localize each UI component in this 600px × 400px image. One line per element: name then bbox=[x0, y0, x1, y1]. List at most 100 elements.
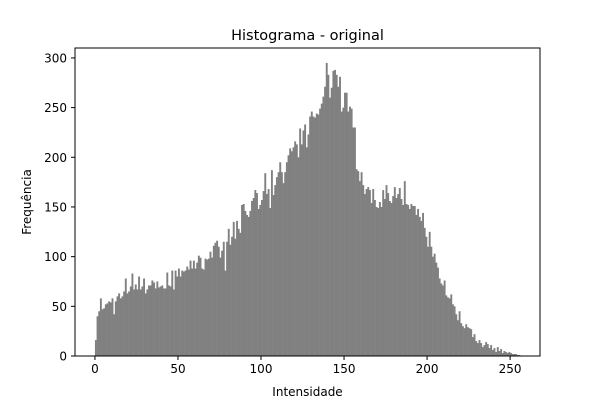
histogram-bar bbox=[118, 293, 121, 356]
histogram-bar bbox=[299, 128, 302, 356]
histogram-bar bbox=[488, 348, 491, 356]
histogram-bar bbox=[478, 340, 481, 356]
x-tick-label: 200 bbox=[416, 362, 439, 376]
histogram-bar bbox=[383, 199, 386, 356]
histogram-bar bbox=[151, 280, 154, 356]
histogram-bar bbox=[269, 207, 272, 356]
histogram-bar bbox=[174, 270, 177, 356]
histogram-bar bbox=[410, 203, 413, 356]
histogram-bar bbox=[508, 352, 511, 356]
histogram-bar bbox=[510, 353, 513, 356]
histogram-bar bbox=[335, 74, 338, 356]
histogram-bar bbox=[470, 329, 473, 356]
histogram-bar bbox=[315, 113, 318, 356]
histogram-bar bbox=[490, 345, 493, 356]
histogram-bar bbox=[221, 250, 224, 356]
histogram-bar bbox=[435, 262, 438, 356]
histogram-bar bbox=[257, 208, 260, 356]
histogram-bar bbox=[108, 301, 111, 356]
histogram-bar bbox=[430, 246, 433, 356]
histogram-bar bbox=[252, 198, 255, 356]
histogram-bar bbox=[347, 111, 350, 356]
histogram-bar bbox=[164, 288, 167, 356]
histogram-bar bbox=[262, 191, 265, 356]
histogram-bar bbox=[400, 199, 403, 356]
histogram-bar bbox=[294, 141, 297, 356]
histogram-bar bbox=[290, 151, 293, 356]
y-tick-label: 0 bbox=[59, 350, 67, 364]
histogram-bar bbox=[154, 288, 157, 356]
histogram-bar bbox=[239, 232, 242, 356]
histogram-bar bbox=[365, 189, 368, 356]
histogram-bar bbox=[325, 62, 328, 357]
histogram-bar bbox=[295, 144, 298, 356]
histogram-bar bbox=[229, 244, 232, 356]
y-tick-label: 200 bbox=[44, 151, 67, 165]
histogram-bar bbox=[495, 352, 498, 356]
histogram-bar bbox=[447, 297, 449, 356]
histogram-bar bbox=[329, 97, 331, 357]
x-tick-label: 250 bbox=[499, 362, 522, 376]
histogram-bar bbox=[201, 268, 204, 356]
y-axis-ticks: 0 50 100 150 200 250 300 bbox=[44, 51, 75, 364]
histogram-bar bbox=[481, 347, 484, 356]
y-tick-label: 100 bbox=[44, 250, 67, 264]
histogram-bar bbox=[465, 324, 468, 356]
histogram-bar bbox=[382, 190, 385, 356]
histogram-bar bbox=[463, 328, 466, 356]
histogram-bar bbox=[515, 354, 517, 356]
histogram-bar bbox=[362, 185, 365, 356]
histogram-bar bbox=[224, 270, 227, 356]
y-tick-label: 300 bbox=[44, 51, 67, 65]
histogram-bar bbox=[261, 200, 263, 356]
histogram-bar bbox=[114, 301, 117, 356]
histogram-bar bbox=[202, 269, 205, 356]
histogram-bar bbox=[388, 201, 391, 356]
histogram-bar bbox=[277, 172, 280, 356]
histogram-bar bbox=[390, 202, 393, 356]
histogram-bar bbox=[363, 194, 366, 356]
histogram-bar bbox=[196, 262, 199, 356]
histogram-bar bbox=[111, 298, 114, 356]
histogram-bar bbox=[393, 187, 396, 356]
plot-frame bbox=[74, 47, 541, 357]
histogram-bar bbox=[368, 190, 371, 356]
chart-title: Histograma - original bbox=[231, 28, 384, 44]
histogram-bar bbox=[182, 271, 185, 356]
histogram-bar bbox=[153, 282, 155, 356]
histogram-bar bbox=[503, 351, 506, 356]
histogram-bar bbox=[289, 148, 292, 356]
histogram-bar bbox=[405, 203, 408, 356]
histogram-bar bbox=[310, 111, 313, 356]
histogram-bar bbox=[246, 214, 248, 356]
histogram-bar bbox=[216, 240, 219, 356]
x-tick-label: 50 bbox=[170, 362, 185, 376]
histogram-bar bbox=[279, 162, 282, 356]
histogram-bar bbox=[247, 216, 250, 356]
histogram-bar bbox=[251, 201, 253, 356]
histogram-bar bbox=[300, 144, 303, 356]
histogram-bar bbox=[148, 285, 150, 356]
histogram-bar bbox=[96, 316, 99, 356]
histogram-bar bbox=[314, 117, 317, 356]
histogram-bar bbox=[373, 200, 376, 356]
histogram-bar bbox=[320, 103, 323, 356]
histogram-bar bbox=[432, 256, 434, 356]
histogram-bar bbox=[471, 337, 474, 356]
histogram-bar bbox=[106, 303, 109, 356]
histogram-bar bbox=[136, 289, 139, 356]
histogram-bar bbox=[163, 288, 165, 356]
histogram-bar bbox=[146, 289, 149, 356]
histogram-bar bbox=[171, 270, 174, 356]
x-axis-label: Intensidade bbox=[272, 385, 342, 399]
histogram-bar bbox=[466, 327, 469, 356]
histogram-bar bbox=[360, 172, 363, 356]
histogram-bar bbox=[214, 242, 217, 356]
histogram-bar bbox=[123, 291, 126, 356]
histogram-bar bbox=[352, 127, 355, 356]
histogram-bar bbox=[267, 189, 270, 356]
histogram-bar bbox=[99, 298, 102, 356]
histogram-bar bbox=[395, 198, 398, 356]
histogram-bar bbox=[417, 208, 420, 356]
histogram-bar bbox=[375, 206, 378, 356]
